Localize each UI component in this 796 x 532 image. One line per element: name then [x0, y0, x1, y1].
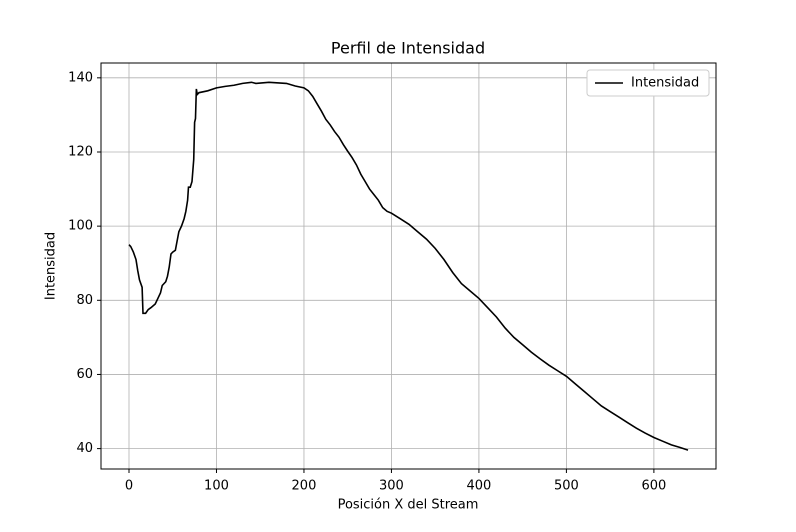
y-tick-label: 100	[68, 219, 93, 234]
legend-label: Intensidad	[631, 76, 699, 91]
x-tick-label: 300	[379, 479, 404, 494]
y-tick-label: 40	[76, 441, 93, 456]
legend-box	[586, 69, 710, 97]
x-tick-label: 400	[467, 479, 492, 494]
x-tick-label: 100	[204, 479, 229, 494]
x-tick-label: 0	[125, 479, 133, 494]
x-tick-label: 600	[641, 479, 666, 494]
y-tick-label: 60	[76, 367, 93, 382]
data-line	[128, 81, 689, 451]
y-axis-label: Intensidad	[44, 232, 59, 300]
x-tick-label: 500	[554, 479, 579, 494]
y-tick-label: 120	[68, 144, 93, 159]
chart-title: Perfil de Intensidad	[331, 39, 485, 58]
plot-frame	[100, 62, 717, 470]
x-tick-label: 200	[292, 479, 317, 494]
x-axis-label: Posición X del Stream	[338, 498, 479, 513]
y-tick-label: 80	[76, 293, 93, 308]
y-tick-label: 140	[68, 70, 93, 85]
